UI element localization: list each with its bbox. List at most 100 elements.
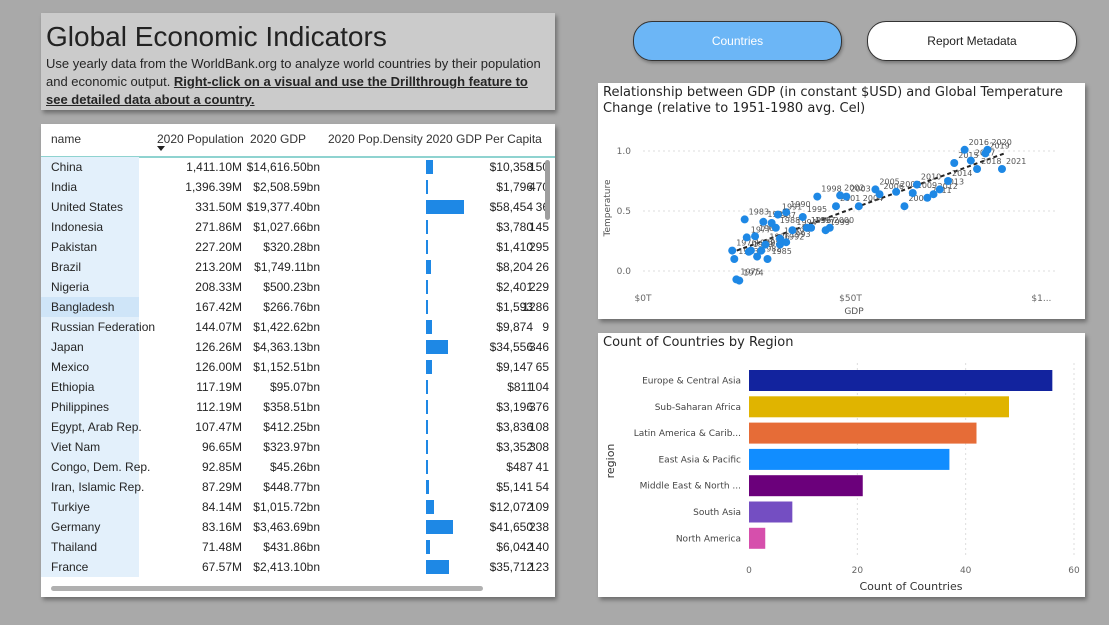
table-row[interactable]: United States 331.50M $19,377.40bn 36 $58,45…: [41, 197, 555, 217]
scatter-point-1976[interactable]: [728, 246, 737, 255]
point-label-2000: 2000: [834, 216, 854, 225]
scatter-point-2018[interactable]: [973, 165, 982, 173]
table-row[interactable]: Indonesia 271.86M $1,027.66bn 145 $3,780: [41, 217, 555, 237]
scatter-point-2008[interactable]: [900, 202, 909, 211]
drillthrough-hint: Right-click on a visual and use the Dril…: [46, 74, 528, 107]
scatter-point-1979[interactable]: [744, 247, 753, 256]
scatter-point-1990[interactable]: [782, 208, 791, 217]
cell-gdp-per-capita: $35,712: [489, 560, 533, 574]
countries-button[interactable]: Countries: [633, 21, 842, 61]
point-label-1994: 1994: [796, 218, 816, 227]
scatter-point-1974[interactable]: [735, 276, 744, 285]
table-row[interactable]: Mexico 126.00M $1,152.51bn 65 $9,147: [41, 357, 555, 377]
point-label-1997: 1997: [815, 216, 835, 225]
scatter-point-1997[interactable]: [807, 223, 816, 232]
pop-density-value: 376: [528, 400, 549, 414]
scatter-point-2006[interactable]: [875, 190, 884, 199]
scatter-point-2001[interactable]: [831, 202, 840, 211]
table-row[interactable]: Brazil 213.20M $1,749.11bn 26 $8,204: [41, 257, 555, 277]
scatter-point-1981[interactable]: [759, 217, 768, 226]
scatter-point-1977[interactable]: [742, 233, 751, 242]
point-label-1991: 1991: [782, 203, 802, 212]
table-row[interactable]: Iran, Islamic Rep. 87.29M $448.77bn 54 $5,14…: [41, 477, 555, 497]
scatter-plot[interactable]: 0.00.51.0$0T $50T $1...GDPTemperature19751…: [598, 83, 1085, 319]
report-metadata-button[interactable]: Report Metadata: [867, 21, 1077, 61]
scatter-point-1980[interactable]: [751, 232, 760, 241]
cell-gdp-per-capita: $34,556: [489, 340, 533, 354]
region-bar-chart[interactable]: Count of Countries by Region 0 20 40 60 Coun…: [598, 333, 1085, 597]
table-row[interactable]: France 67.57M $2,413.10bn 123 $35,712: [41, 557, 555, 577]
scatter-point-2004[interactable]: [854, 202, 863, 211]
table-row[interactable]: Viet Nam 96.65M $323.97bn 308 $3,352: [41, 437, 555, 457]
scatter-point-1992[interactable]: [775, 240, 784, 249]
scatter-point-1973[interactable]: [730, 255, 739, 263]
column-header-pop-density[interactable]: 2020 Pop.Density: [328, 132, 423, 146]
table-row[interactable]: Pakistan 227.20M $320.28bn 295 $1,410: [41, 237, 555, 257]
horizontal-scrollbar[interactable]: [51, 586, 483, 591]
table-row[interactable]: India 1,396.39M $2,508.59bn 470 $1,796: [41, 177, 555, 197]
column-header-name[interactable]: name: [51, 132, 82, 146]
point-label-2009: 2009: [917, 181, 937, 190]
scatter-point-1986[interactable]: [761, 240, 770, 249]
table-row[interactable]: Thailand 71.48M $431.86bn 140 $6,042: [41, 537, 555, 557]
table-row[interactable]: Japan 126.26M $4,363.13bn 346 $34,556: [41, 337, 555, 357]
cell-gdp: $14,616.50bn: [246, 160, 320, 174]
scatter-point-2013[interactable]: [935, 185, 944, 194]
table-row[interactable]: Congo, Dem. Rep. 92.85M $45.26bn 41 $487: [41, 457, 555, 477]
table-row[interactable]: Ethiopia 117.19M $95.07bn 104 $811: [41, 377, 555, 397]
scatter-point-2014[interactable]: [944, 177, 953, 185]
scatter-point-1991[interactable]: [773, 210, 782, 219]
point-label-2006: 2006: [884, 182, 904, 191]
scatter-point-2000[interactable]: [825, 223, 834, 232]
table-row[interactable]: Egypt, Arab Rep. 107.47M $412.25bn 108 $3,83…: [41, 417, 555, 437]
x-tick-label: $0T: [635, 294, 652, 304]
scatter-point-2021[interactable]: [997, 165, 1006, 173]
scatter-point-1993[interactable]: [782, 238, 791, 247]
scatter-point-1982[interactable]: [753, 252, 762, 261]
column-header-gdp-per-capita[interactable]: 2020 GDP Per Capita: [426, 132, 542, 146]
bar-latin-america-carib[interactable]: [749, 422, 977, 444]
scatter-point-1994[interactable]: [788, 226, 797, 235]
scatter-point-1985[interactable]: [763, 255, 772, 263]
scatter-point-1988[interactable]: [771, 223, 780, 232]
table-row[interactable]: Turkiye 84.14M $1,015.72bn 109 $12,072: [41, 497, 555, 517]
bar-east-asia-pacific[interactable]: [749, 448, 950, 470]
scatter-point-2002[interactable]: [836, 191, 845, 200]
column-header-gdp[interactable]: 2020 GDP: [250, 132, 307, 146]
scatter-point-2016[interactable]: [960, 145, 969, 154]
gdp-per-capita-databar: [426, 260, 432, 274]
bar-south-asia[interactable]: [749, 501, 793, 523]
bar-north-america[interactable]: [749, 527, 766, 549]
table-row[interactable]: Russian Federation 144.07M $1,422.62bn 9 $9,…: [41, 317, 555, 337]
table-row[interactable]: China 1,411.10M $14,616.50bn 150 $10,358: [41, 157, 555, 177]
bar-sub-saharan-africa[interactable]: [749, 396, 1009, 418]
sort-descending-icon[interactable]: [157, 146, 165, 151]
scatter-point-1983[interactable]: [740, 215, 749, 224]
bar-europe-central-asia[interactable]: [749, 370, 1053, 391]
bar-plot[interactable]: 0 20 40 60 Count of Countries region Europe & …: [598, 333, 1085, 597]
table-row[interactable]: Philippines 112.19M $358.51bn 376 $3,196: [41, 397, 555, 417]
table-row[interactable]: Nigeria 208.33M $500.23bn 229 $2,401: [41, 277, 555, 297]
scatter-point-2020[interactable]: [983, 145, 992, 154]
scatter-point-1984[interactable]: [757, 246, 766, 255]
scatter-point-2017[interactable]: [966, 156, 975, 165]
column-header-population[interactable]: 2020 Population: [157, 132, 244, 146]
scatter-point-2003[interactable]: [842, 192, 851, 201]
table-row[interactable]: Germany 83.16M $3,463.69bn 238 $41,650: [41, 517, 555, 537]
scatter-point-2010[interactable]: [912, 180, 921, 189]
scatter-point-1995[interactable]: [798, 213, 807, 221]
pop-density-value: 54: [535, 480, 549, 494]
gdp-temperature-scatter[interactable]: Relationship between GDP (in constant $U…: [598, 83, 1085, 319]
scatter-point-2012[interactable]: [929, 190, 938, 199]
scatter-point-1989[interactable]: [775, 234, 784, 243]
table-row[interactable]: Bangladesh 167.42M $266.76bn 1286 $1,593: [41, 297, 555, 317]
scatter-point-2007[interactable]: [892, 187, 901, 196]
scatter-point-2015[interactable]: [950, 159, 959, 167]
scatter-point-2009[interactable]: [908, 189, 917, 197]
vertical-scrollbar[interactable]: [545, 160, 550, 220]
cell-country-name: Bangladesh: [51, 300, 115, 314]
scatter-point-1998[interactable]: [813, 192, 822, 201]
bar-middle-east-north[interactable]: [749, 475, 863, 497]
scatter-point-2011[interactable]: [923, 193, 932, 202]
countries-table[interactable]: name 2020 Population 2020 GDP 2020 Pop.D…: [41, 124, 555, 597]
